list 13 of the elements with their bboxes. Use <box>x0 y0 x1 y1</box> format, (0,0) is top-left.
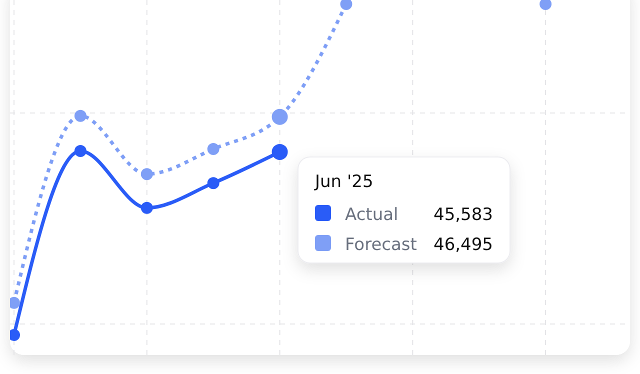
point <box>207 142 220 155</box>
point <box>74 110 86 122</box>
point <box>74 144 86 157</box>
legend-title: Jun '25 <box>314 172 374 192</box>
legend-label: Actual <box>345 205 398 225</box>
point <box>140 168 153 180</box>
point <box>207 177 220 190</box>
point <box>340 0 352 10</box>
point <box>540 0 552 10</box>
annotation: 46,495 <box>434 235 493 255</box>
legend-label: Forecast <box>345 235 418 255</box>
annotation: 45,583 <box>434 205 493 225</box>
point <box>140 202 153 214</box>
